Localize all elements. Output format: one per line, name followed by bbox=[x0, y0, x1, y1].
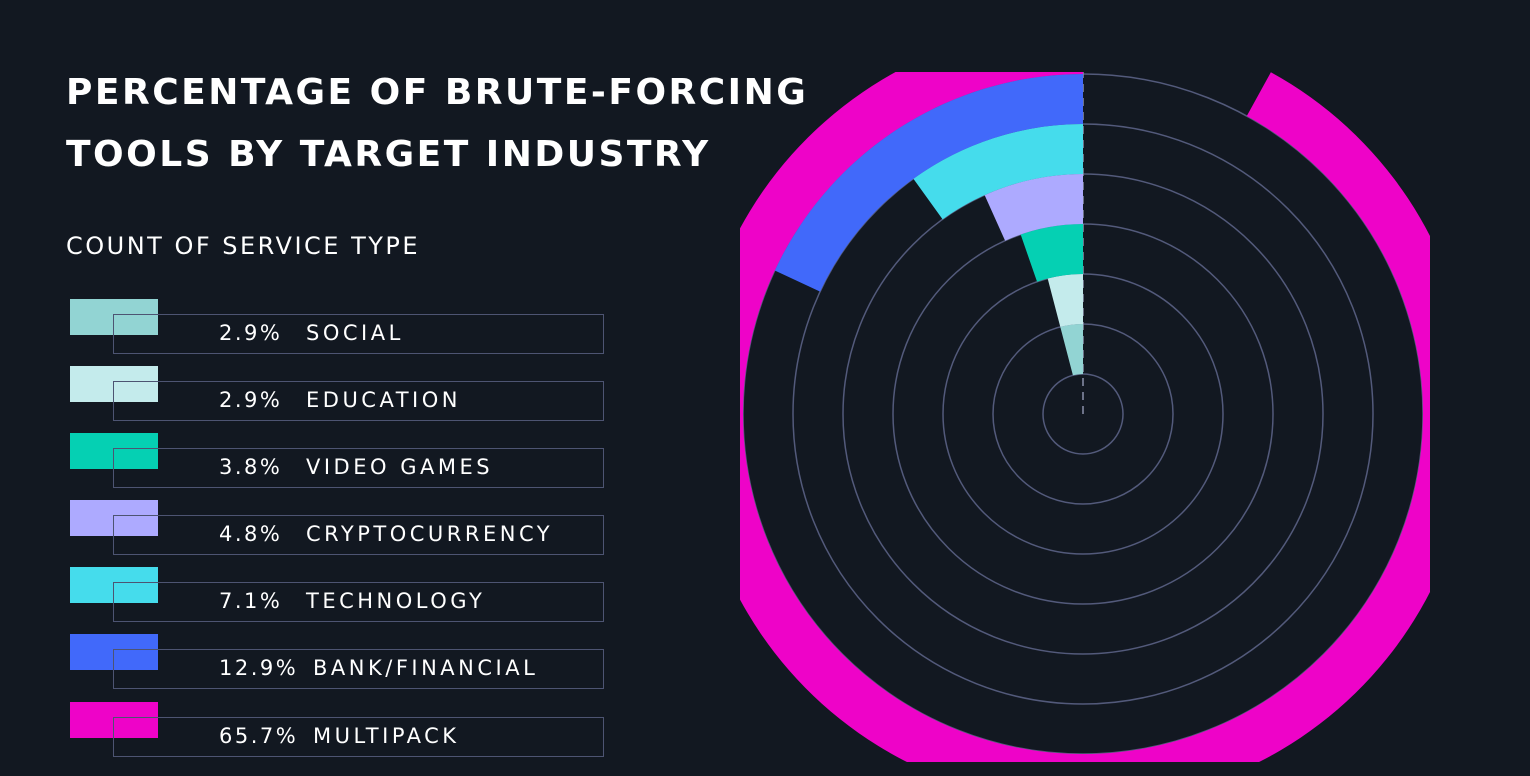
legend-item-technology: 7.1% TECHNOLOGY bbox=[70, 567, 610, 627]
bar-technology bbox=[913, 124, 1083, 220]
radial-bars bbox=[740, 72, 1430, 762]
legend-label-social: SOCIAL bbox=[306, 321, 404, 345]
radial-bar-chart bbox=[740, 72, 1430, 762]
legend-percentage-education: 2.9% bbox=[219, 388, 283, 412]
legend-item-multipack: 65.7% MULTIPACK bbox=[70, 702, 610, 762]
legend-box-bank-financial bbox=[113, 649, 604, 689]
bar-social bbox=[1060, 324, 1083, 376]
legend-item-bank-financial: 12.9% BANK/FINANCIAL bbox=[70, 634, 610, 694]
chart-title: PERCENTAGE OF BRUTE-FORCING TOOLS BY TAR… bbox=[66, 62, 808, 186]
bar-bank-financial bbox=[774, 74, 1083, 292]
legend-item-cryptocurrency: 4.8% CRYPTOCURRENCY bbox=[70, 500, 610, 560]
chart-title-line-1: PERCENTAGE OF BRUTE-FORCING bbox=[66, 72, 809, 113]
legend-percentage-social: 2.9% bbox=[219, 321, 283, 345]
legend-label-education: EDUCATION bbox=[306, 388, 461, 412]
legend-item-education: 2.9% EDUCATION bbox=[70, 366, 610, 426]
legend-box-multipack bbox=[113, 717, 604, 757]
legend-box-technology bbox=[113, 582, 604, 622]
legend-percentage-video-games: 3.8% bbox=[219, 455, 283, 479]
legend-swatch-education bbox=[70, 366, 158, 402]
legend-swatch-cryptocurrency bbox=[70, 500, 158, 536]
legend-label-technology: TECHNOLOGY bbox=[306, 589, 486, 613]
chart-title-line-2: TOOLS BY TARGET INDUSTRY bbox=[66, 134, 711, 175]
bar-multipack bbox=[740, 72, 1430, 762]
legend-box-cryptocurrency bbox=[113, 515, 604, 555]
legend-box-social bbox=[113, 314, 604, 354]
chart-subtitle: COUNT OF SERVICE TYPE bbox=[66, 232, 421, 260]
legend-label-cryptocurrency: CRYPTOCURRENCY bbox=[306, 522, 554, 546]
legend-swatch-multipack bbox=[70, 702, 158, 738]
legend-percentage-cryptocurrency: 4.8% bbox=[219, 522, 283, 546]
legend-swatch-video-games bbox=[70, 433, 158, 469]
legend-percentage-technology: 7.1% bbox=[219, 589, 283, 613]
legend-label-bank-financial: BANK/FINANCIAL bbox=[313, 656, 539, 680]
legend-swatch-technology bbox=[70, 567, 158, 603]
bar-video-games bbox=[1020, 224, 1083, 282]
legend-percentage-bank-financial: 12.9% bbox=[219, 656, 299, 680]
bar-education bbox=[1047, 274, 1083, 327]
legend-swatch-bank-financial bbox=[70, 634, 158, 670]
legend-item-social: 2.9% SOCIAL bbox=[70, 299, 610, 359]
legend-box-video-games bbox=[113, 448, 604, 488]
legend-swatch-social bbox=[70, 299, 158, 335]
bar-cryptocurrency bbox=[984, 174, 1083, 241]
legend-percentage-multipack: 65.7% bbox=[219, 724, 299, 748]
legend-label-multipack: MULTIPACK bbox=[313, 724, 460, 748]
legend-item-video-games: 3.8% VIDEO GAMES bbox=[70, 433, 610, 493]
legend-label-video-games: VIDEO GAMES bbox=[306, 455, 494, 479]
legend-box-education bbox=[113, 381, 604, 421]
